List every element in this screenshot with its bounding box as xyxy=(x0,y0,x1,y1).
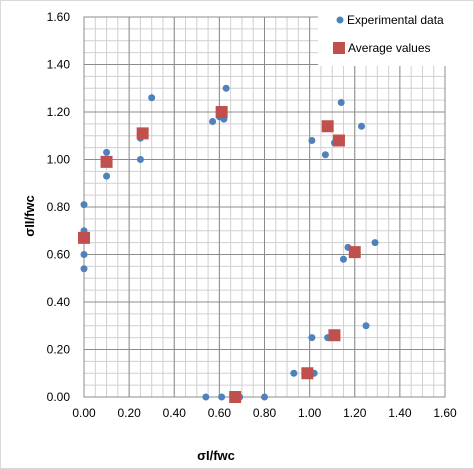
experimental-data-point xyxy=(261,393,268,401)
x-tick-label: 0.00 xyxy=(72,406,96,420)
average-value-marker xyxy=(332,134,345,147)
experimental-data-point xyxy=(321,151,329,159)
legend-average-label: Average values xyxy=(348,41,431,55)
legend-experimental-marker xyxy=(336,16,344,24)
y-tick-label: 1.20 xyxy=(47,105,71,119)
experimental-data-point xyxy=(308,137,316,144)
average-value-marker xyxy=(100,155,113,168)
experimental-data-point xyxy=(148,94,156,102)
average-value-marker xyxy=(348,246,361,259)
y-tick-label: 0.20 xyxy=(47,343,71,357)
experimental-data-point xyxy=(308,334,316,342)
experimental-data-point xyxy=(222,84,230,92)
average-value-marker xyxy=(229,391,242,403)
x-tick-label: 1.20 xyxy=(343,406,367,420)
experimental-data-point xyxy=(209,118,217,125)
experimental-data-point xyxy=(80,201,88,209)
x-tick-label: 1.60 xyxy=(433,406,457,420)
x-tick-label: 0.80 xyxy=(253,406,277,420)
y-tick-label: 0.80 xyxy=(47,200,71,214)
y-tick-label: 1.00 xyxy=(47,153,71,167)
y-tick-label: 1.60 xyxy=(47,10,71,24)
experimental-data-point xyxy=(362,322,370,330)
y-axis-title: σII/fwc xyxy=(22,195,37,236)
y-tick-label: 1.40 xyxy=(47,58,71,72)
average-value-marker xyxy=(321,120,334,133)
x-tick-label: 0.20 xyxy=(117,406,141,420)
average-value-marker xyxy=(78,231,90,244)
experimental-data-point xyxy=(80,265,88,273)
y-tick-label: 0.40 xyxy=(47,295,71,309)
legend: Experimental data Average values xyxy=(318,8,448,66)
legend-experimental-label: Experimental data xyxy=(347,13,444,27)
experimental-data-point xyxy=(103,172,111,180)
experimental-data-point xyxy=(339,255,347,263)
y-tick-label: 0.00 xyxy=(47,390,71,404)
x-tick-label: 0.40 xyxy=(163,406,187,420)
experimental-data-point xyxy=(202,393,210,401)
x-tick-label: 1.00 xyxy=(298,406,322,420)
experimental-data-point xyxy=(371,239,379,247)
experimental-data-point xyxy=(136,156,144,163)
major-gridlines xyxy=(83,16,446,398)
average-value-marker xyxy=(301,367,314,380)
experimental-data-point xyxy=(218,393,226,401)
average-value-marker xyxy=(136,127,149,140)
y-tick-labels: 0.00 0.20 0.40 0.60 0.80 1.00 1.20 1.40 1.60 xyxy=(47,10,71,404)
series-average-values xyxy=(78,106,361,403)
experimental-data-point xyxy=(103,148,111,156)
x-tick-labels: 0.00 0.20 0.40 0.60 0.80 1.00 1.20 1.40 1.60 xyxy=(72,406,457,420)
experimental-data-point xyxy=(80,251,88,258)
average-value-marker xyxy=(215,106,228,118)
x-axis-title: σI/fwc xyxy=(197,448,235,463)
x-tick-label: 1.40 xyxy=(388,406,412,420)
x-tick-label: 0.60 xyxy=(208,406,232,420)
experimental-data-point xyxy=(337,99,345,106)
series-layer xyxy=(78,84,379,403)
y-tick-label: 0.60 xyxy=(47,248,71,262)
average-value-marker xyxy=(328,329,341,342)
legend-average-marker xyxy=(333,42,345,54)
experimental-data-point xyxy=(358,122,366,130)
experimental-data-point xyxy=(290,369,298,377)
